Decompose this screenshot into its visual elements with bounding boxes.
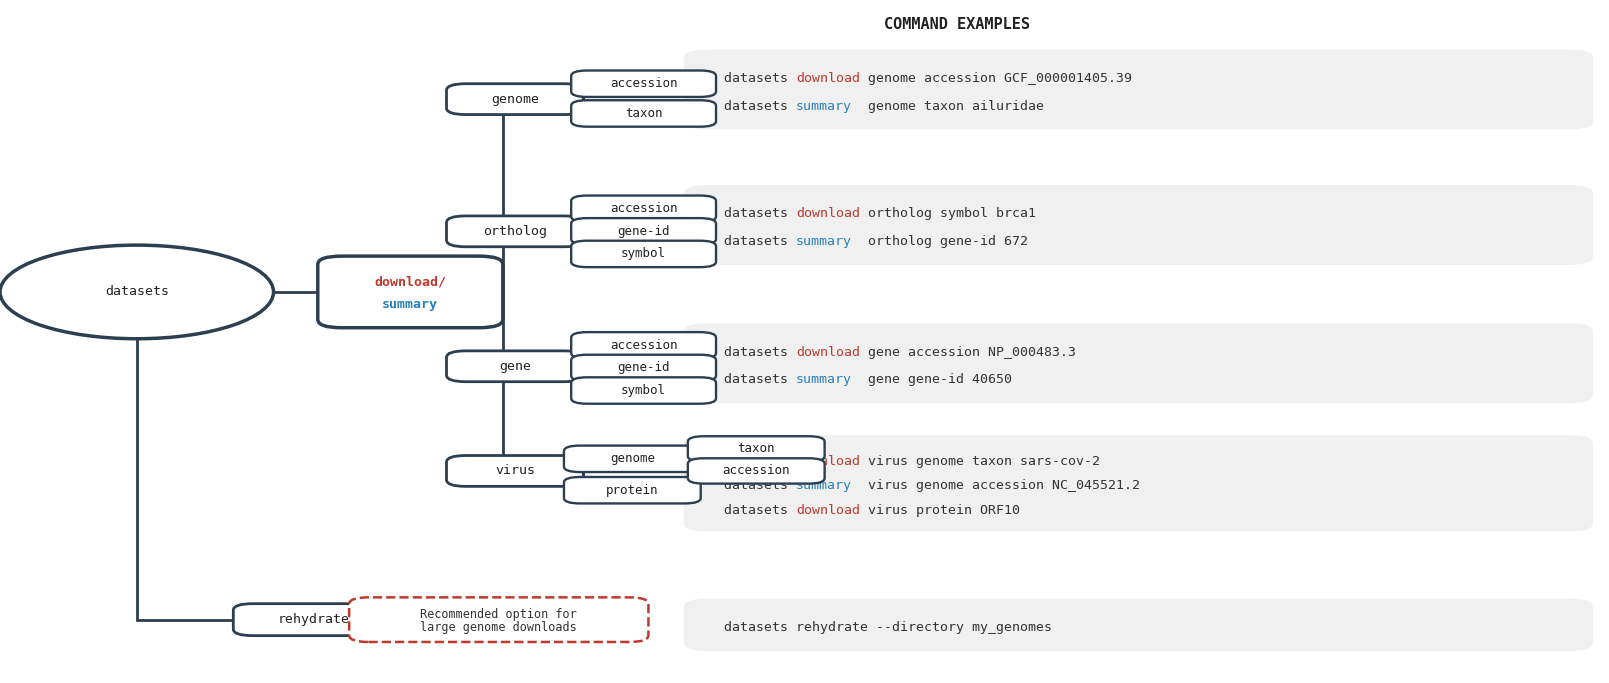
Text: gene-id: gene-id bbox=[618, 361, 669, 374]
Text: download: download bbox=[796, 503, 861, 516]
Text: virus genome accession NC_045521.2: virus genome accession NC_045521.2 bbox=[853, 479, 1141, 492]
Text: datasets: datasets bbox=[724, 374, 796, 387]
Text: accession: accession bbox=[610, 339, 677, 352]
Text: datasets: datasets bbox=[724, 346, 796, 359]
Text: download: download bbox=[796, 346, 861, 359]
Text: summary: summary bbox=[383, 298, 438, 311]
Text: genome accession GCF_000001405.39: genome accession GCF_000001405.39 bbox=[861, 72, 1133, 85]
FancyBboxPatch shape bbox=[571, 70, 716, 97]
FancyBboxPatch shape bbox=[684, 435, 1593, 531]
FancyBboxPatch shape bbox=[447, 216, 582, 247]
Text: virus genome taxon sars-cov-2: virus genome taxon sars-cov-2 bbox=[861, 455, 1101, 468]
Text: summary: summary bbox=[796, 100, 853, 113]
Text: virus protein ORF10: virus protein ORF10 bbox=[861, 503, 1020, 516]
Text: datasets: datasets bbox=[724, 479, 796, 492]
Text: genome taxon ailuridae: genome taxon ailuridae bbox=[853, 100, 1044, 113]
Text: ortholog: ortholog bbox=[483, 225, 547, 238]
Text: genome: genome bbox=[491, 93, 539, 106]
Text: gene: gene bbox=[499, 360, 531, 373]
Text: COMMAND EXAMPLES: COMMAND EXAMPLES bbox=[885, 17, 1030, 32]
FancyBboxPatch shape bbox=[233, 604, 394, 636]
Text: large genome downloads: large genome downloads bbox=[420, 622, 578, 635]
FancyBboxPatch shape bbox=[447, 84, 582, 115]
Text: symbol: symbol bbox=[621, 384, 666, 397]
FancyBboxPatch shape bbox=[684, 185, 1593, 265]
FancyBboxPatch shape bbox=[687, 436, 824, 462]
Text: accession: accession bbox=[722, 464, 790, 477]
Text: ortholog symbol brca1: ortholog symbol brca1 bbox=[861, 208, 1036, 221]
Text: gene accession NP_000483.3: gene accession NP_000483.3 bbox=[861, 346, 1076, 359]
Text: datasets: datasets bbox=[724, 235, 796, 248]
Text: summary: summary bbox=[796, 374, 853, 387]
Text: datasets: datasets bbox=[105, 285, 169, 298]
Circle shape bbox=[0, 245, 274, 339]
Text: accession: accession bbox=[610, 202, 677, 215]
FancyBboxPatch shape bbox=[687, 458, 824, 484]
FancyBboxPatch shape bbox=[684, 599, 1593, 651]
Text: datasets: datasets bbox=[724, 503, 796, 516]
Text: protein: protein bbox=[607, 484, 658, 497]
FancyBboxPatch shape bbox=[684, 323, 1593, 403]
FancyBboxPatch shape bbox=[571, 195, 716, 222]
Text: gene gene-id 40650: gene gene-id 40650 bbox=[853, 374, 1012, 387]
FancyBboxPatch shape bbox=[349, 598, 648, 642]
Text: gene-id: gene-id bbox=[618, 225, 669, 238]
FancyBboxPatch shape bbox=[684, 50, 1593, 130]
Text: datasets: datasets bbox=[724, 208, 796, 221]
FancyBboxPatch shape bbox=[565, 445, 702, 472]
Text: summary: summary bbox=[796, 479, 853, 492]
Text: accession: accession bbox=[610, 77, 677, 90]
Text: Recommended option for: Recommended option for bbox=[420, 608, 578, 621]
Text: ortholog gene-id 672: ortholog gene-id 672 bbox=[853, 235, 1028, 248]
Text: taxon: taxon bbox=[737, 443, 776, 456]
Text: virus: virus bbox=[496, 464, 534, 477]
FancyBboxPatch shape bbox=[319, 256, 502, 328]
Text: genome: genome bbox=[610, 452, 655, 465]
FancyBboxPatch shape bbox=[571, 100, 716, 126]
Text: datasets rehydrate --directory my_genomes: datasets rehydrate --directory my_genome… bbox=[724, 621, 1052, 634]
FancyBboxPatch shape bbox=[447, 456, 582, 486]
Text: taxon: taxon bbox=[624, 107, 663, 120]
Text: rehydrate: rehydrate bbox=[278, 613, 349, 626]
FancyBboxPatch shape bbox=[447, 351, 582, 382]
Text: datasets: datasets bbox=[724, 100, 796, 113]
Text: download: download bbox=[796, 208, 861, 221]
FancyBboxPatch shape bbox=[571, 240, 716, 267]
Text: download/: download/ bbox=[375, 275, 446, 288]
Text: download: download bbox=[796, 72, 861, 85]
FancyBboxPatch shape bbox=[565, 477, 702, 503]
Text: summary: summary bbox=[796, 235, 853, 248]
FancyBboxPatch shape bbox=[571, 218, 716, 245]
Text: datasets: datasets bbox=[724, 455, 796, 468]
Text: download: download bbox=[796, 455, 861, 468]
FancyBboxPatch shape bbox=[571, 377, 716, 404]
Text: datasets: datasets bbox=[724, 72, 796, 85]
Text: symbol: symbol bbox=[621, 247, 666, 260]
FancyBboxPatch shape bbox=[571, 332, 716, 359]
FancyBboxPatch shape bbox=[571, 354, 716, 381]
